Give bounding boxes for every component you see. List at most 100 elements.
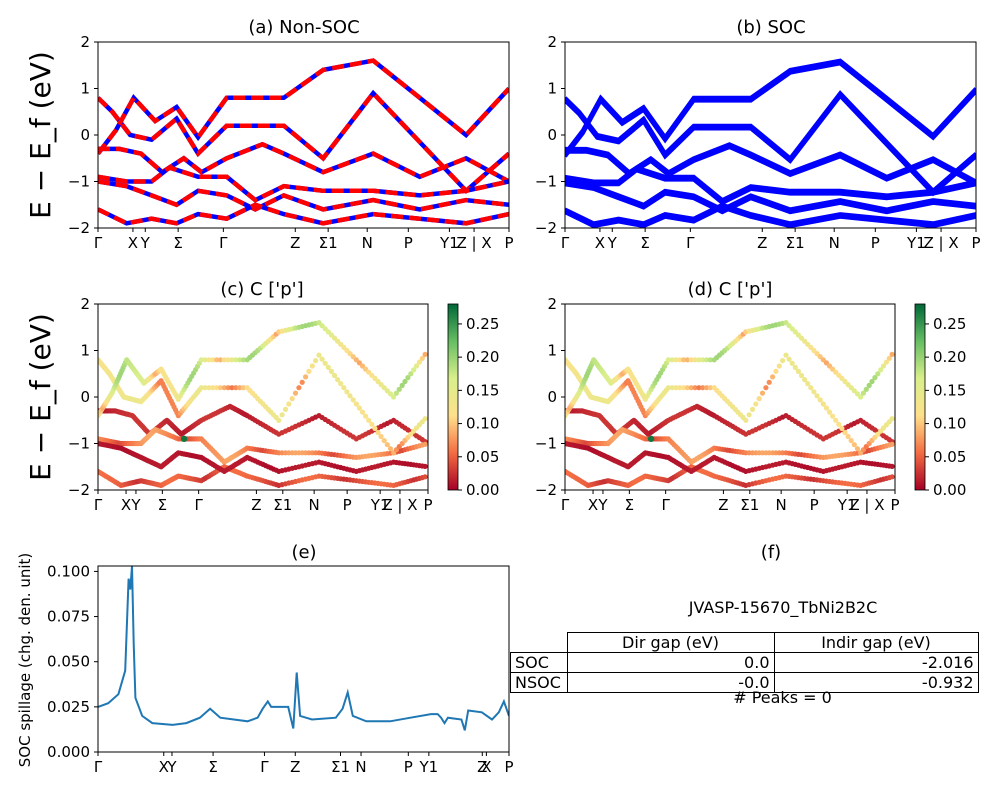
colorbar-tick-label: 0.05 [466,448,499,466]
band-point [692,385,698,391]
band-point [387,446,394,452]
panel-d-title: (d) C ['p'] [688,279,773,300]
band-point [381,438,387,444]
band-point [422,441,428,447]
band-point [786,356,792,362]
band-point [331,372,338,379]
panel-d-xtick-label: Z | X [849,496,884,514]
panel-b-xtick-label: P [971,234,980,252]
band-point [408,371,414,377]
band-point [677,357,683,363]
panel-a-xtick-label: Z | X [456,234,491,252]
colorbar-tick-label: 0.25 [466,315,499,333]
gap-table-corner [511,633,568,653]
panel-b-ytick-label: 1 [547,80,557,98]
band-line-soc [565,202,976,226]
band-point [817,397,823,403]
panel-e-xtick-label: P [404,758,413,776]
panel-c-xtick-label: Y [130,496,141,514]
band-point [206,357,212,363]
band-point [276,417,282,423]
panel-d-ytick-label: 0 [547,388,557,406]
band-point [202,385,208,391]
band-point [225,357,231,363]
panel-e-xtick-label: X [159,758,169,776]
band-point [405,375,411,381]
panel-b-ytick-label: −2 [535,219,557,237]
panel-c-xtick-label: Γ [94,496,103,514]
panel-d-xtick-label: Z [718,496,728,514]
panel-f-title: (f) [761,542,781,563]
band-line-nsoc [98,202,509,226]
band-point [229,385,235,391]
band-point [335,377,341,383]
panel-c-ytick-label: 0 [80,388,90,406]
band-point [889,416,895,422]
band-point [866,382,872,388]
panel-b-xtick-label: N [829,234,840,252]
band-line-soc-split [565,182,976,215]
panel-e-xtick-label: X [481,758,491,776]
band-point [198,357,204,363]
band-point [880,363,887,369]
band-point [872,375,878,381]
colorbar-tick-label: 0.00 [466,481,499,499]
band-line-soc-split [565,144,976,187]
band-point [299,379,305,385]
band-point [225,385,231,391]
band-point [889,474,895,480]
panel-e-xtick-label: Σ1 [331,758,350,776]
band-point [214,385,220,391]
panel-a-ytick-label: −2 [68,219,90,237]
panel-b-xtick-label: Σ1 [786,234,805,252]
band-point [707,385,714,391]
band-point [372,425,378,431]
panel-e-xtick-label: Z [290,758,300,776]
band-point [681,357,687,363]
band-point [814,351,820,357]
panel-b-ytick-label: 2 [547,33,557,51]
band-point [206,385,212,391]
band-point [743,417,749,423]
band-point [217,357,223,363]
colorbar-tick-label: 0.10 [466,415,499,433]
panel-e-ytick-label: 0.025 [47,698,90,716]
band-point [384,388,390,394]
band-point [419,355,425,361]
band-point [378,433,384,440]
panel-d-xtick-label: P [810,496,819,514]
row-label-soc: SOC [510,652,568,673]
band-point [823,405,830,411]
band-point [347,393,353,399]
panel-b-xtick-label: Y1 [906,234,926,252]
band-line-nsoc [98,58,509,155]
band-point [773,368,779,374]
panel-a-ylabel: E − E_f (eV) [24,51,57,219]
panel-d-ytick-label: −2 [535,481,557,499]
colorbar-tick-label: 0.20 [933,348,966,366]
panel-a-xtick-label: Γ [94,234,103,252]
band-line-nsoc [98,179,509,212]
band-point [826,409,833,415]
band-point [375,429,381,436]
band-point [756,396,762,402]
panel-c-xtick-label: Γ [194,496,203,514]
panel-e-series [98,566,509,731]
material-title: JVASP-15670_TbNi2B2C [510,598,980,617]
band-point [279,412,285,418]
panel-a-xtick-label: Y1 [439,234,459,252]
panel-b-xtick-label: Z | X [923,234,958,252]
band-point [795,368,802,374]
panel-c-xtick-label: X [121,496,131,514]
band-point [704,357,710,363]
table-row: NSOC -0.0 -0.932 [510,672,979,693]
band-point [289,396,295,402]
band-line-soc-split [565,205,976,228]
band-point [396,386,402,392]
band-point [422,474,428,480]
band-point [422,351,428,357]
band-point [766,379,772,385]
band-point [688,385,694,391]
band-point [707,357,714,363]
